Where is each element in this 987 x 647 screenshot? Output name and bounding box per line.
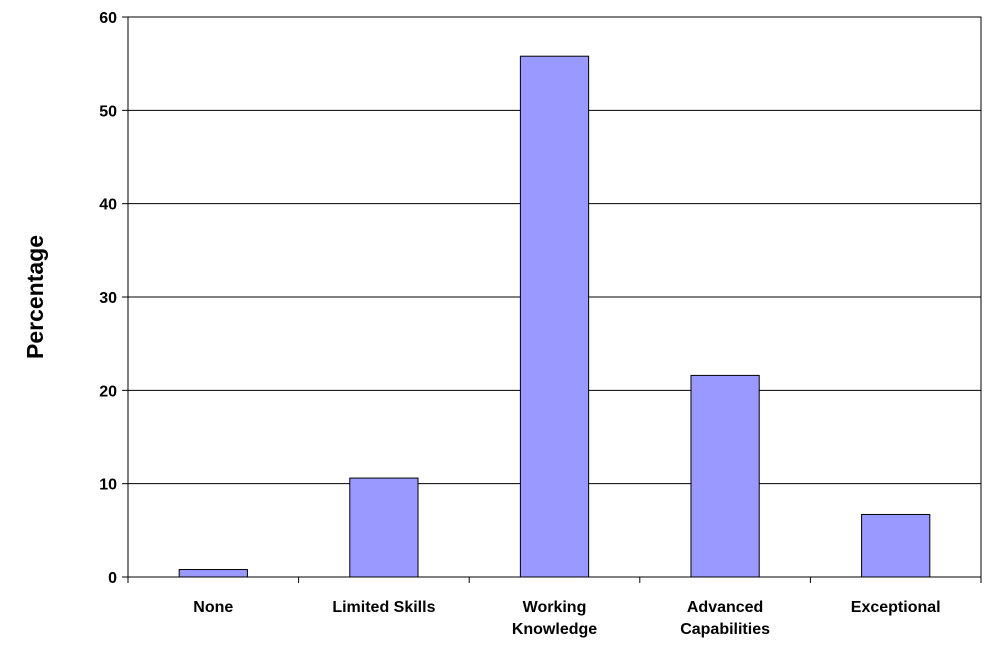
x-category-label-line: Working [523,599,587,616]
y-tick-label: 10 [99,477,117,494]
bar [349,477,419,578]
axes [122,16,982,583]
x-category-label: Advanced Capabilities [680,599,770,638]
x-category-label: None [193,599,233,616]
y-tick-label: 0 [108,570,117,587]
bar [519,55,590,578]
y-tick-label: 50 [99,103,117,120]
x-category-label-line: Knowledge [512,621,597,638]
y-axis-title: Percentage [22,235,48,359]
x-category-label: Limited Skills [332,599,435,616]
x-category-label: Working Knowledge [512,599,597,638]
x-category-label-line: None [193,599,233,616]
x-category-label-line: Capabilities [680,621,770,638]
labels: 0 10 20 30 40 50 60 None Limited Skills Working Kn… [99,10,940,638]
bar [178,569,248,578]
y-tick-label: 30 [99,290,117,307]
x-category-label-line: Advanced [687,599,763,616]
y-tick-label: 40 [99,197,117,214]
y-tick-label: 20 [99,383,117,400]
y-tick-label: 60 [99,10,117,27]
x-category-label: Exceptional [851,599,941,616]
plot-border [127,16,982,578]
x-category-label-line: Exceptional [851,599,941,616]
bar [690,374,760,578]
x-category-label-line: Limited Skills [332,599,435,616]
bar [861,513,931,578]
bars [178,55,931,578]
